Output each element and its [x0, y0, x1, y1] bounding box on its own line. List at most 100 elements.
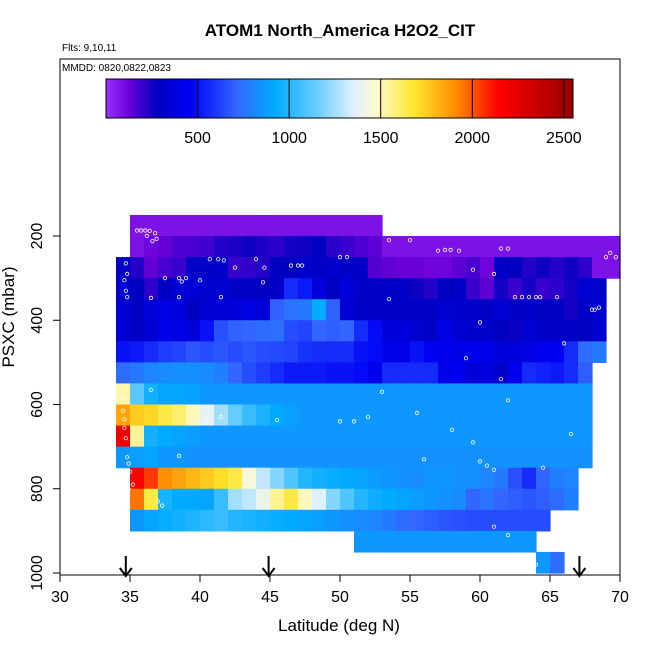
heatmap-cell [284, 257, 299, 279]
heatmap-cell [466, 236, 481, 258]
heatmap-cell [396, 278, 411, 300]
heatmap-cell [452, 467, 467, 490]
heatmap-cell [130, 467, 145, 490]
heatmap-cell [382, 488, 397, 511]
heatmap-cell [424, 257, 439, 279]
heatmap-cell [382, 425, 397, 448]
heatmap-cell [522, 530, 537, 553]
observation-point [491, 467, 497, 472]
heatmap-cell [578, 404, 593, 427]
heatmap-cell [144, 383, 159, 406]
observation-point [122, 278, 127, 283]
heatmap-cell [214, 214, 229, 237]
observation-point [470, 440, 476, 445]
heatmap-cell [172, 299, 187, 321]
colorbar-tick-label: 2000 [454, 130, 490, 147]
heatmap-cell [312, 509, 327, 532]
observation-point [543, 545, 548, 550]
observation-point [300, 263, 305, 268]
heatmap-cell [606, 257, 621, 279]
heatmap-cell [326, 425, 341, 448]
heatmap-cell [312, 320, 327, 342]
heatmap-cell [116, 404, 131, 427]
heatmap-cell [536, 446, 551, 469]
heatmap-cell [312, 488, 327, 511]
heatmap-cell [340, 341, 355, 363]
heatmap-cell [522, 467, 537, 490]
heatmap-cell [186, 446, 201, 469]
heatmap-cell [536, 299, 551, 321]
heatmap-cell [382, 236, 397, 258]
heatmap-cell [564, 299, 579, 321]
colorbar-tick-label: 1500 [363, 130, 399, 147]
observation-point [533, 294, 539, 300]
heatmap-cell [522, 299, 537, 321]
heatmap-cell [326, 404, 341, 427]
heatmap-cell [396, 488, 411, 511]
x-tick-label: 55 [401, 589, 419, 606]
heatmap-cell [368, 530, 383, 553]
heatmap-cell [354, 509, 369, 532]
heatmap-cell [228, 278, 243, 300]
heatmap-cell [354, 446, 369, 469]
heatmap-cell [200, 236, 215, 258]
heatmap-cell [130, 214, 145, 237]
heatmap-cell [186, 214, 201, 237]
heatmap-cell [424, 383, 439, 406]
heatmap-cell [256, 214, 271, 237]
heatmap-cell [396, 509, 411, 532]
heatmap-cell [228, 214, 243, 237]
heatmap-cell [424, 425, 439, 448]
observation-point [127, 469, 133, 474]
flight-markers [119, 556, 587, 578]
heatmap-cell [242, 446, 257, 469]
heatmap-cell [340, 236, 355, 258]
heatmap-cell [200, 509, 215, 532]
heatmap-cell [130, 320, 145, 342]
heatmap-cell [382, 446, 397, 469]
heatmap-cell [564, 257, 579, 279]
heatmap-cell [368, 214, 383, 237]
heatmap-cell [242, 362, 257, 385]
heatmap-cell [550, 236, 565, 258]
heatmap-cell [438, 236, 453, 258]
heatmap-cell [242, 509, 257, 532]
heatmap-cell [312, 257, 327, 279]
heatmap-cell [494, 320, 509, 342]
heatmap-cell [564, 425, 579, 448]
heatmap-cell [172, 404, 187, 427]
heatmap-cell [340, 467, 355, 490]
heatmap-cell [228, 467, 243, 490]
heatmap-cell [480, 341, 495, 363]
observation-point [477, 459, 483, 464]
heatmap-cell [284, 425, 299, 448]
heatmap-cell [228, 362, 243, 385]
heatmap-cell [522, 236, 537, 258]
observation-point [337, 419, 343, 424]
heatmap-cell [186, 341, 201, 363]
heatmap-cell [144, 467, 159, 490]
observation-point [379, 389, 385, 394]
heatmap-cells [116, 214, 621, 574]
heatmap-cell [228, 257, 243, 279]
heatmap-cell [578, 446, 593, 469]
heatmap-cell [550, 383, 565, 406]
heatmap-cell [410, 320, 425, 342]
heatmap-cell [396, 236, 411, 258]
heatmap-cell [158, 446, 173, 469]
heatmap-cell [536, 278, 551, 300]
heatmap-cell [396, 341, 411, 363]
heatmap-cell [326, 488, 341, 511]
heatmap-cell [270, 404, 285, 427]
heatmap-cell [116, 341, 131, 363]
heatmap-cell [550, 257, 565, 279]
heatmap-cell [508, 467, 523, 490]
heatmap-cell [396, 362, 411, 385]
heatmap-cell [382, 530, 397, 553]
heatmap-cell [396, 257, 411, 279]
heatmap-cell [508, 488, 523, 511]
heatmap-cell [438, 362, 453, 385]
heatmap-cell [158, 341, 173, 363]
heatmap-cell [536, 320, 551, 342]
heatmap-cell [578, 383, 593, 406]
